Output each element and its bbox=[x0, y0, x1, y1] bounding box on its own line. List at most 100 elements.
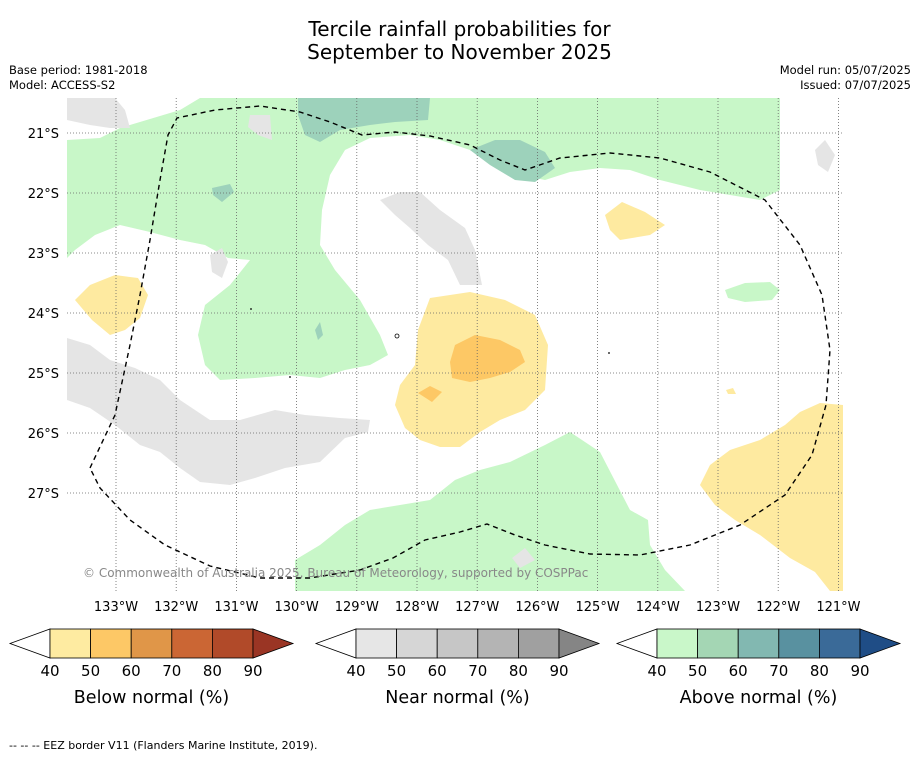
colorbar-segment bbox=[211, 628, 254, 659]
above-normal-strong-dot bbox=[315, 322, 323, 340]
latitude-label: 26°S bbox=[28, 427, 59, 442]
colorbar-extend-low bbox=[615, 628, 658, 659]
above-normal-strong-central bbox=[470, 140, 555, 182]
colorbar-segment bbox=[49, 628, 91, 659]
colorbar-extend-low bbox=[314, 628, 357, 659]
colorbar-tick-label: 70 bbox=[769, 662, 788, 680]
latitude-label: 24°S bbox=[28, 307, 59, 322]
colorbar-title: Above normal (%) bbox=[680, 688, 838, 708]
colorbar-tick-label: 80 bbox=[509, 662, 528, 680]
below-normal-strong-small bbox=[418, 386, 442, 402]
model-info: Base period: 1981-2018 Model: ACCESS-S2 bbox=[9, 63, 148, 92]
colorbar-tick-label: 70 bbox=[162, 662, 181, 680]
colorbar-title: Below normal (%) bbox=[74, 688, 229, 708]
colorbar-tick-label: 90 bbox=[549, 662, 568, 680]
longitude-label: 126°W bbox=[515, 600, 559, 615]
near-normal-region-west bbox=[67, 338, 370, 485]
latitude-label: 21°S bbox=[28, 127, 59, 142]
longitude-label: 128°W bbox=[395, 600, 439, 615]
colorbar-segment bbox=[778, 628, 820, 659]
colorbar-segment bbox=[436, 628, 479, 659]
island-marker bbox=[250, 308, 252, 310]
colorbar-segment bbox=[90, 628, 132, 659]
colorbar-segment bbox=[477, 628, 519, 659]
colorbar-extend-high bbox=[558, 628, 601, 659]
colorbar-tick-label: 90 bbox=[850, 662, 869, 680]
colorbar-segment bbox=[355, 628, 397, 659]
colorbar-legend: 40 50 60 70 80 90 Above normal (%) bbox=[615, 628, 902, 708]
above-normal-patch-east bbox=[725, 282, 780, 302]
colorbar-tick-label: 90 bbox=[243, 662, 262, 680]
below-normal-strong-central bbox=[450, 335, 525, 382]
colorbar-tick-label: 80 bbox=[203, 662, 222, 680]
near-normal-patch-west bbox=[210, 248, 228, 278]
below-normal-patch-small bbox=[726, 388, 736, 394]
run-info: Model run: 05/07/2025 Issued: 07/07/2025 bbox=[780, 63, 911, 92]
eez-footnote: -- -- -- EEZ border V11 (Flanders Marine… bbox=[9, 739, 318, 752]
longitude-label: 127°W bbox=[455, 600, 499, 615]
colorbar-segment bbox=[737, 628, 780, 659]
longitude-label: 131°W bbox=[214, 600, 258, 615]
colorbar-title: Near normal (%) bbox=[385, 688, 530, 708]
island-marker bbox=[394, 333, 400, 339]
issued-date: Issued: 07/07/2025 bbox=[800, 77, 911, 92]
colorbar-extend-high bbox=[859, 628, 902, 659]
below-normal-region-west bbox=[75, 275, 148, 335]
longitude-label: 123°W bbox=[696, 600, 740, 615]
colorbar-tick-label: 60 bbox=[729, 662, 748, 680]
longitude-label: 129°W bbox=[335, 600, 379, 615]
near-normal-patch-south bbox=[512, 548, 535, 568]
below-normal-patch-northeast bbox=[605, 202, 665, 240]
island-marker bbox=[608, 352, 610, 354]
colorbar-tick-label: 50 bbox=[387, 662, 406, 680]
model-run-date: Model run: 05/07/2025 bbox=[779, 63, 911, 77]
colorbar-tick-label: 40 bbox=[40, 662, 59, 680]
colorbar-tick-label: 40 bbox=[647, 662, 666, 680]
longitude-label: 124°W bbox=[636, 600, 680, 615]
colorbar-segment bbox=[171, 628, 213, 659]
above-normal-region-south bbox=[295, 432, 685, 591]
base-period: Base period: 1981-2018 bbox=[9, 63, 148, 77]
near-normal-region-central bbox=[380, 192, 482, 285]
island-marker bbox=[289, 376, 291, 378]
longitude-label: 133°W bbox=[94, 600, 138, 615]
latitude-labels: 21°S 22°S 23°S 24°S 25°S 26°S 27°S bbox=[28, 127, 59, 502]
above-normal-region-north bbox=[67, 98, 780, 380]
colorbar-extend-low bbox=[8, 628, 51, 659]
near-normal-region-northwest bbox=[67, 98, 130, 128]
probability-map: © Commonwealth of Australia 2025, Bureau… bbox=[67, 98, 843, 591]
model-name: Model: ACCESS-S2 bbox=[9, 77, 116, 92]
colorbar-segment bbox=[697, 628, 739, 659]
colorbar-legend: 40 50 60 70 80 90 Near normal (%) bbox=[314, 628, 601, 708]
colorbar-tick-label: 60 bbox=[122, 662, 141, 680]
colorbar-segment bbox=[130, 628, 173, 659]
copyright-notice: © Commonwealth of Australia 2025, Bureau… bbox=[83, 566, 588, 580]
title-line-1: Tercile rainfall probabilities for bbox=[308, 17, 611, 41]
colorbar-legend: 40 50 60 70 80 90 Below normal (%) bbox=[8, 628, 295, 708]
latitude-label: 22°S bbox=[28, 187, 59, 202]
graticule bbox=[67, 98, 843, 591]
legends: 40 50 60 70 80 90 Below normal (%) 40 50 60 70 80 90… bbox=[8, 628, 902, 708]
colorbar-tick-label: 50 bbox=[688, 662, 707, 680]
colorbar-segment bbox=[518, 628, 560, 659]
near-normal-patch-north bbox=[248, 115, 272, 140]
colorbar-tick-label: 80 bbox=[810, 662, 829, 680]
colorbar-tick-label: 40 bbox=[346, 662, 365, 680]
latitude-label: 23°S bbox=[28, 247, 59, 262]
longitude-label: 125°W bbox=[576, 600, 620, 615]
longitude-label: 121°W bbox=[816, 600, 860, 615]
map-title: Tercile rainfall probabilities for Septe… bbox=[0, 18, 919, 64]
longitude-label: 132°W bbox=[154, 600, 198, 615]
above-normal-strong-north bbox=[298, 98, 430, 142]
longitude-labels: 133°W 132°W 131°W 130°W 129°W 128°W 127°W 126°W… bbox=[94, 600, 861, 615]
below-normal-region-southeast bbox=[700, 403, 843, 591]
near-normal-patch-east bbox=[815, 140, 835, 172]
colorbar-segment bbox=[819, 628, 861, 659]
colorbar-segment bbox=[396, 628, 438, 659]
colorbar-tick-label: 70 bbox=[468, 662, 487, 680]
colorbar-tick-label: 50 bbox=[81, 662, 100, 680]
colorbar-extend-high bbox=[252, 628, 295, 659]
longitude-label: 130°W bbox=[275, 600, 319, 615]
title-line-2: September to November 2025 bbox=[307, 40, 612, 64]
